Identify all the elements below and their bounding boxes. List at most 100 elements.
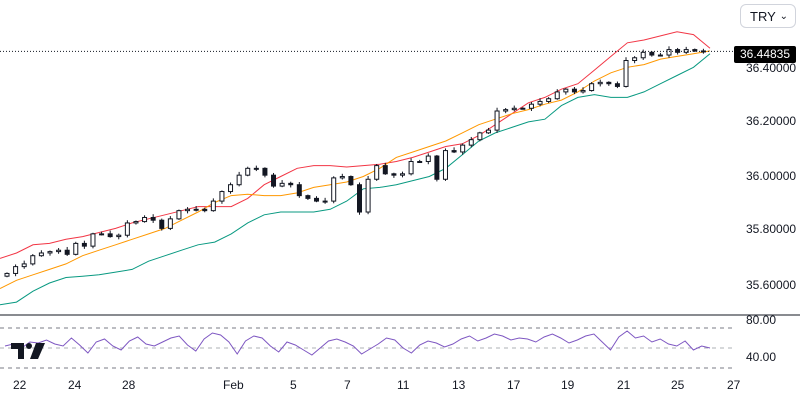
chevron-down-icon: ⌄ bbox=[779, 10, 788, 22]
time-tick: 17 bbox=[507, 378, 521, 392]
candle-body bbox=[382, 165, 388, 175]
candle bbox=[692, 48, 698, 53]
price-tick: 36.40000 bbox=[746, 61, 796, 75]
candle-body bbox=[73, 242, 79, 255]
time-tick: 11 bbox=[397, 378, 410, 392]
candle-body bbox=[503, 109, 509, 112]
candle bbox=[632, 56, 638, 64]
candle-body bbox=[632, 57, 638, 62]
candle bbox=[554, 89, 560, 100]
candle-body bbox=[442, 150, 448, 180]
candle-body bbox=[159, 219, 165, 229]
candle bbox=[408, 158, 414, 176]
candle bbox=[511, 105, 517, 112]
candle bbox=[116, 233, 122, 240]
candle bbox=[580, 87, 586, 94]
candle-body bbox=[468, 139, 474, 146]
candle-body bbox=[597, 81, 603, 85]
candle bbox=[382, 162, 388, 175]
candle-body bbox=[64, 249, 70, 255]
candle-body bbox=[167, 218, 173, 229]
candle bbox=[331, 176, 337, 204]
candle bbox=[503, 108, 509, 114]
candle bbox=[683, 46, 689, 54]
candle bbox=[589, 82, 595, 92]
candle bbox=[176, 209, 182, 220]
price-tick: 36.00000 bbox=[746, 169, 796, 183]
candle bbox=[107, 230, 113, 238]
candle-body bbox=[460, 144, 466, 153]
candle bbox=[314, 196, 320, 203]
candle-body bbox=[210, 200, 216, 212]
candle-body bbox=[417, 161, 423, 164]
candle bbox=[546, 97, 552, 104]
candle-body bbox=[314, 197, 320, 202]
lower-band-line bbox=[0, 53, 711, 306]
candle-body bbox=[219, 191, 225, 202]
time-tick: 24 bbox=[68, 378, 82, 392]
time-tick: 27 bbox=[727, 378, 741, 392]
candle-body bbox=[477, 132, 483, 141]
candle-body bbox=[425, 155, 431, 163]
candle bbox=[451, 147, 457, 154]
candle-body bbox=[520, 107, 526, 110]
currency-select[interactable]: TRY ⌄ bbox=[740, 4, 796, 28]
candle-body bbox=[339, 176, 345, 179]
candle-body bbox=[692, 49, 698, 52]
candle-body bbox=[528, 103, 534, 109]
osc-tick: 80.00 bbox=[746, 313, 776, 327]
time-tick: 25 bbox=[671, 378, 685, 392]
candle bbox=[649, 51, 655, 57]
candle-body bbox=[90, 233, 96, 247]
currency-select-value: TRY bbox=[750, 8, 776, 24]
candle bbox=[185, 207, 191, 214]
tv-logo-icon[interactable] bbox=[11, 341, 45, 361]
candle-body bbox=[485, 129, 491, 134]
price-axis[interactable]: 35.60000 35.80000 36.00000 36.20000 36.4… bbox=[746, 61, 796, 364]
candle bbox=[365, 175, 371, 215]
candle bbox=[219, 190, 225, 204]
candle bbox=[571, 86, 577, 95]
candle bbox=[99, 231, 105, 236]
price-tick: 35.80000 bbox=[746, 222, 796, 236]
candle-body bbox=[142, 216, 148, 223]
candle bbox=[305, 194, 311, 201]
candle bbox=[81, 240, 87, 249]
price-tick: 36.20000 bbox=[746, 114, 796, 128]
candle-body bbox=[399, 173, 405, 176]
time-tick: 5 bbox=[290, 378, 297, 392]
candle-body bbox=[262, 167, 268, 176]
candle-body bbox=[193, 208, 199, 211]
candle bbox=[537, 98, 543, 107]
candle-body bbox=[511, 107, 517, 111]
candle-body bbox=[81, 242, 87, 247]
price-pane[interactable] bbox=[0, 31, 734, 306]
candle bbox=[253, 165, 259, 172]
candle-body bbox=[21, 263, 27, 268]
candle bbox=[124, 220, 130, 238]
candle-body bbox=[253, 167, 259, 170]
candle bbox=[477, 131, 483, 142]
candle-body bbox=[623, 60, 629, 87]
last-price-badge: 36.44835 bbox=[734, 46, 796, 63]
candle-body bbox=[554, 91, 560, 100]
candle bbox=[391, 172, 397, 178]
candle bbox=[38, 250, 44, 257]
osc-tick: 40.00 bbox=[746, 350, 776, 364]
candle bbox=[468, 136, 474, 148]
candle bbox=[271, 172, 277, 188]
candle bbox=[47, 250, 53, 256]
time-tick: 28 bbox=[122, 378, 136, 392]
candle bbox=[279, 180, 285, 188]
time-tick: 21 bbox=[617, 378, 631, 392]
candle-body bbox=[245, 167, 251, 176]
oscillator-pane[interactable] bbox=[0, 327, 734, 369]
time-axis[interactable]: 22 24 28 Feb 5 7 11 13 17 19 21 25 27 bbox=[13, 378, 741, 392]
candle-body bbox=[296, 184, 302, 197]
candle bbox=[434, 154, 440, 182]
candle-body bbox=[331, 177, 337, 202]
candle bbox=[485, 127, 491, 134]
candle-body bbox=[228, 184, 234, 193]
candle-body bbox=[348, 176, 354, 186]
